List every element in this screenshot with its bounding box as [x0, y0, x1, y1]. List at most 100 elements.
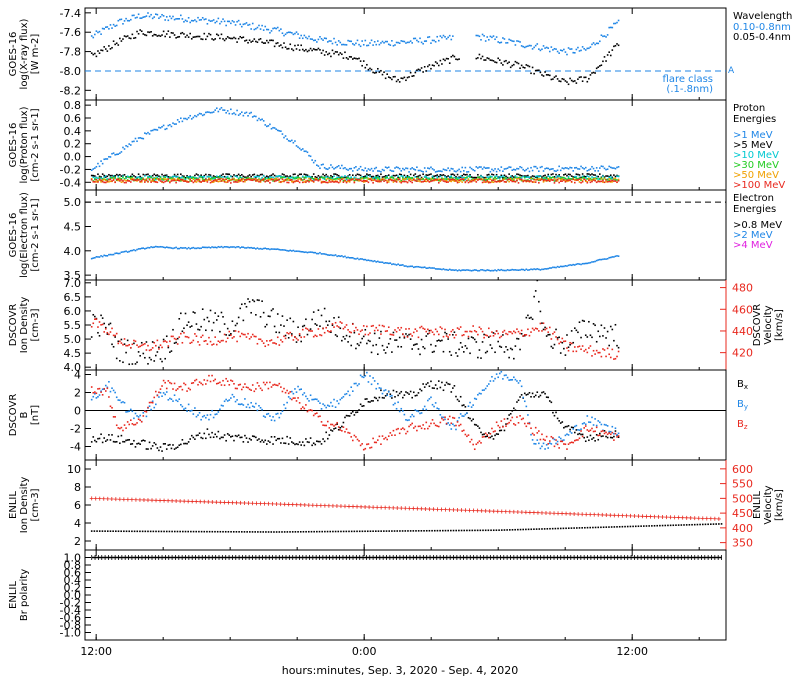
data-point	[159, 245, 162, 248]
data-point	[394, 396, 396, 398]
data-point	[483, 433, 485, 435]
data-point	[377, 67, 379, 70]
data-point	[104, 440, 107, 443]
data-point	[353, 331, 356, 334]
data-point	[326, 177, 329, 180]
data-point	[375, 387, 378, 390]
data-point	[470, 438, 473, 441]
data-point	[287, 250, 290, 252]
data-point	[491, 427, 493, 430]
data-point	[209, 340, 212, 343]
data-point	[148, 349, 151, 352]
data-point	[475, 181, 478, 183]
y-tick-label: -8.2	[60, 84, 81, 97]
data-point	[547, 447, 550, 449]
data-point	[248, 174, 251, 176]
data-point	[120, 18, 123, 21]
data-point	[123, 424, 126, 426]
data-point	[583, 320, 585, 322]
data-point	[378, 435, 381, 438]
data-point	[158, 346, 160, 349]
data-point	[456, 178, 459, 181]
data-point	[522, 179, 525, 182]
data-point	[111, 434, 113, 436]
data-point	[256, 26, 259, 29]
data-point	[498, 59, 501, 61]
data-point	[291, 48, 293, 50]
data-point	[115, 153, 118, 156]
data-point	[169, 36, 171, 38]
data-point	[278, 181, 281, 183]
data-point	[165, 178, 168, 181]
data-point	[523, 400, 526, 403]
data-point	[153, 173, 156, 176]
data-point	[187, 403, 190, 406]
data-point	[198, 178, 201, 181]
data-point	[133, 423, 135, 426]
data-point	[572, 350, 575, 353]
data-point	[595, 349, 598, 352]
data-point	[259, 179, 262, 181]
data-point	[375, 178, 378, 180]
data-point	[153, 179, 156, 182]
data-point	[559, 422, 562, 424]
data-point	[100, 179, 102, 182]
data-point	[314, 251, 317, 254]
data-point	[345, 177, 348, 179]
data-point	[611, 176, 614, 179]
data-point	[226, 181, 229, 183]
data-point	[550, 345, 553, 348]
data-point	[101, 441, 104, 444]
data-point	[292, 177, 295, 180]
data-point	[534, 175, 537, 178]
flare-class-label: flare class	[663, 74, 713, 85]
data-point	[170, 178, 173, 181]
data-point	[591, 173, 593, 175]
data-point	[108, 380, 110, 383]
data-point	[502, 331, 504, 333]
data-point	[97, 326, 99, 328]
data-point	[323, 331, 326, 334]
data-point	[269, 123, 271, 126]
data-point	[386, 40, 388, 43]
data-point	[594, 43, 596, 46]
data-point	[144, 175, 146, 177]
data-point	[278, 130, 281, 132]
data-point	[605, 60, 607, 62]
data-point	[181, 176, 184, 178]
data-point	[208, 111, 210, 114]
data-point	[131, 140, 134, 143]
data-point	[575, 175, 578, 178]
data-point	[259, 316, 262, 318]
data-point	[536, 167, 539, 170]
data-point	[133, 175, 135, 177]
data-point	[591, 165, 593, 168]
data-point	[536, 177, 539, 180]
data-point	[387, 326, 390, 329]
data-point	[469, 441, 471, 443]
data-point	[538, 330, 540, 332]
data-point	[267, 344, 270, 346]
data-point	[198, 381, 201, 383]
right-tick-label: 350	[732, 537, 753, 550]
data-point	[208, 433, 210, 436]
data-point	[192, 116, 195, 119]
data-point	[408, 171, 410, 173]
data-point	[353, 176, 356, 179]
data-point	[417, 425, 420, 428]
data-point	[164, 357, 166, 360]
data-point	[528, 176, 531, 178]
data-point	[297, 146, 299, 148]
data-point	[377, 353, 379, 356]
data-point	[111, 406, 113, 409]
data-point	[478, 427, 481, 429]
data-point	[533, 442, 535, 445]
data-point	[90, 336, 93, 338]
data-point	[119, 152, 121, 154]
data-point	[555, 328, 557, 331]
data-point	[520, 166, 523, 169]
data-point	[341, 255, 343, 257]
y-axis-label: [cm-3]	[30, 308, 41, 341]
data-point	[228, 179, 231, 182]
data-point	[328, 405, 331, 407]
